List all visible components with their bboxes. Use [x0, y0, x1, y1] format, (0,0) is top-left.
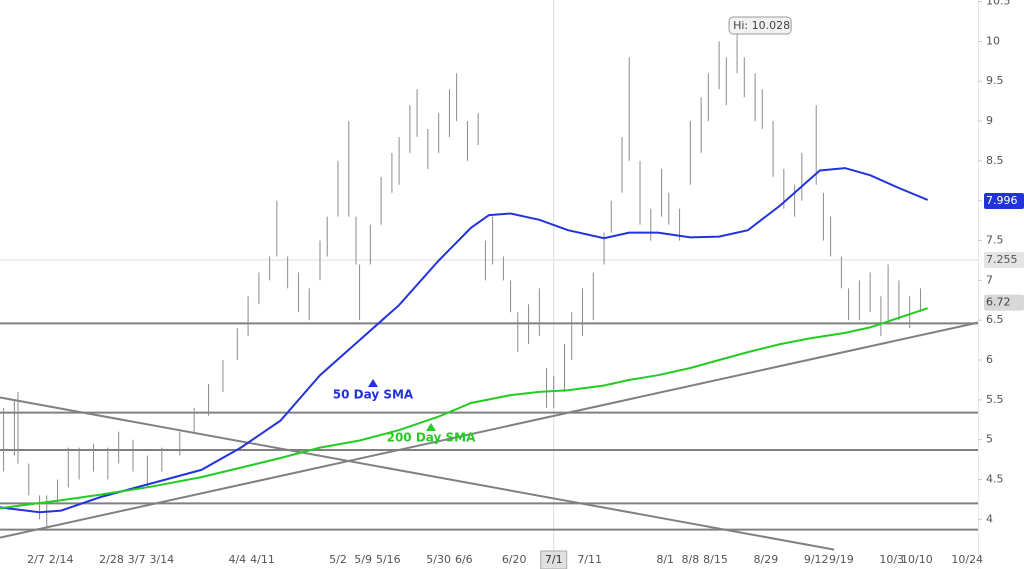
x-tick-label: 2/7	[27, 553, 45, 566]
y-tick-label: 6	[986, 353, 993, 366]
x-tick-label: 5/2	[329, 553, 347, 566]
sma50-value-box	[984, 193, 1024, 210]
y-tick-label: 10.5	[986, 0, 1011, 8]
x-tick-label: 10/3	[879, 553, 904, 566]
x-tick-label: 8/15	[703, 553, 728, 566]
x-tick-label: 2/14	[49, 553, 74, 566]
crosshair-price-box	[984, 252, 1024, 269]
x-tick-label: 5/16	[376, 553, 401, 566]
x-tick-label: 9/19	[829, 553, 854, 566]
x-tick-label: 5/30	[426, 553, 451, 566]
sma-label: 50 Day SMA	[333, 388, 414, 402]
x-tick-label: 5/9	[354, 553, 372, 566]
sma-line	[0, 167, 929, 514]
y-tick-label: 4.5	[986, 473, 1004, 486]
sma50-value-label: 7.996	[986, 194, 1018, 207]
y-tick-label: 8.5	[986, 154, 1004, 167]
high-marker-box	[728, 16, 792, 35]
x-tick-label: 8/8	[682, 553, 700, 566]
sma-line	[0, 307, 929, 510]
x-tick-label: 10/10	[901, 553, 933, 566]
x-tick-label: 2/28	[99, 553, 124, 566]
x-tick-label: 8/29	[754, 553, 779, 566]
y-tick-label: 9	[986, 114, 993, 127]
crosshair-date-label: 7/1	[545, 553, 563, 566]
x-tick-label: 7/11	[577, 553, 602, 566]
x-tick-label: 10/24	[951, 553, 983, 566]
sma-label: 200 Day SMA	[387, 431, 477, 445]
y-tick-label: 7.5	[986, 234, 1004, 247]
y-tick-label: 10	[986, 34, 1000, 47]
y-tick-label: 6.5	[986, 313, 1004, 326]
trendline	[0, 396, 835, 551]
y-tick-label: 4	[986, 512, 993, 525]
y-tick-label: 5.5	[986, 393, 1004, 406]
x-tick-label: 3/14	[149, 553, 174, 566]
y-tick-label: 7	[986, 273, 993, 286]
x-tick-label: 3/7	[128, 553, 146, 566]
x-tick-label: 9/12	[804, 553, 829, 566]
annotation-arrow	[368, 379, 378, 387]
annotation-arrow	[426, 423, 436, 431]
x-tick-label: 6/6	[455, 553, 473, 566]
x-tick-label: 4/4	[228, 553, 246, 566]
crosshair-price-label: 7.255	[986, 253, 1018, 266]
last-price-label: 6.72	[986, 296, 1011, 309]
y-tick-label: 5	[986, 433, 993, 446]
x-tick-label: 8/1	[656, 553, 674, 566]
y-tick-label: 9.5	[986, 74, 1004, 87]
x-tick-label: 6/20	[502, 553, 527, 566]
high-marker-label: Hi: 10.028	[733, 19, 790, 32]
x-tick-label: 4/11	[250, 553, 275, 566]
crosshair-date-box	[540, 550, 568, 569]
last-price-box	[984, 294, 1024, 311]
trendline	[0, 321, 979, 539]
